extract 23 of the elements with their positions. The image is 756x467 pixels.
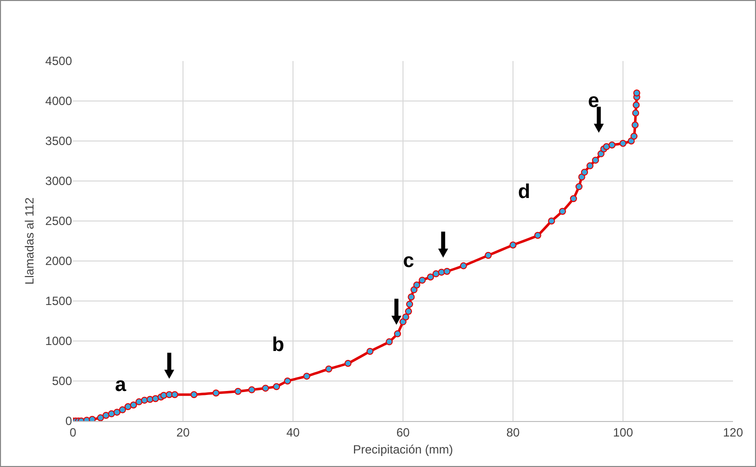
- y-tick-label: 3000: [45, 174, 72, 188]
- annotation: e: [588, 90, 600, 112]
- y-tick-label: 3500: [45, 134, 72, 148]
- y-axis-title: Llamadas al 112: [22, 197, 37, 285]
- y-tick-label: 1000: [45, 334, 72, 348]
- annotation: d: [518, 181, 530, 203]
- y-tick-label: 500: [52, 374, 72, 388]
- y-tick-label: 2000: [45, 254, 72, 268]
- y-tick-label: 4000: [45, 94, 72, 108]
- x-tick-label: 40: [286, 425, 300, 440]
- annotation: a: [115, 374, 127, 396]
- y-tick-label: 0: [65, 414, 72, 428]
- y-tick-label: 2500: [45, 214, 72, 228]
- x-tick-label: 20: [176, 425, 190, 440]
- x-tick-label: 120: [722, 425, 744, 440]
- y-tick-label: 1500: [45, 294, 72, 308]
- x-tick-label: 100: [612, 425, 634, 440]
- x-tick-label: 60: [396, 425, 410, 440]
- annotation: c: [403, 250, 414, 272]
- x-tick-label: 80: [506, 425, 520, 440]
- y-tick-label: 4500: [45, 54, 72, 68]
- x-axis-title: Precipitación (mm): [352, 442, 454, 456]
- annotation: b: [272, 334, 284, 356]
